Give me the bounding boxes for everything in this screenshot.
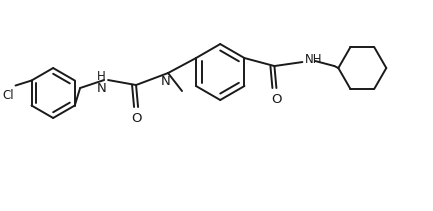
Text: O: O bbox=[271, 93, 281, 106]
Text: Cl: Cl bbox=[2, 89, 13, 101]
Text: N: N bbox=[161, 75, 171, 88]
Text: O: O bbox=[131, 112, 141, 125]
Text: NH: NH bbox=[304, 53, 322, 66]
Text: N: N bbox=[97, 82, 106, 95]
Text: H: H bbox=[97, 70, 106, 83]
